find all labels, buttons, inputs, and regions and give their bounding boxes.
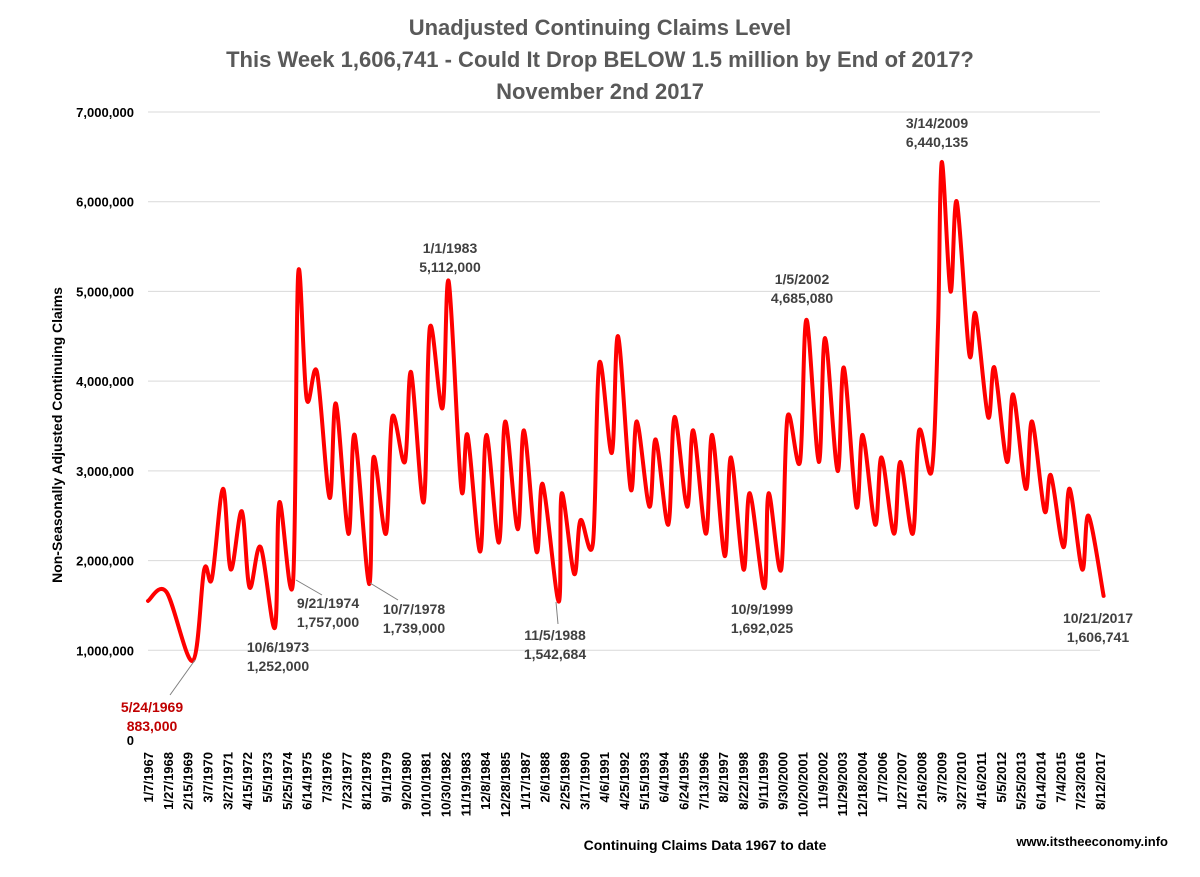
x-axis-tick-labels: 1/7/1967 1/27/1968 2/15/1969 3/7/1970 3/27/1… [141,751,1108,817]
x-tick-label: 6/24/1995 [677,752,692,810]
x-tick-label: 1/27/1968 [161,752,176,810]
x-tick-label: 7/23/1977 [339,752,354,810]
x-tick-label: 5/25/1974 [280,751,295,810]
y-tick-label: 6,000,000 [76,195,134,210]
x-tick-label: 1/7/2006 [875,752,890,803]
annotation-date-label: 10/21/2017 [1063,610,1133,626]
annotation-value-label: 5,112,000 [419,259,481,275]
x-tick-label: 7/13/1996 [696,752,711,810]
x-tick-label: 12/28/1985 [498,752,513,817]
annotation-value-label: 883,000 [127,718,178,734]
x-tick-label: 5/5/2012 [994,752,1009,803]
annotation-value-label: 1,542,684 [524,646,586,662]
annotation-value-label: 4,685,080 [771,290,833,306]
x-tick-label: 9/30/2000 [776,752,791,810]
annotation-leader-line [369,582,399,601]
annotation-leader-line [555,601,559,625]
x-tick-label: 9/1/1979 [379,752,394,803]
x-tick-label: 11/29/2003 [835,752,850,816]
annotation-value-label: 1,606,741 [1067,629,1129,645]
annotation-leader-line [295,579,323,596]
x-tick-label: 1/17/1987 [518,752,533,810]
x-tick-label: 9/11/1999 [756,752,771,809]
x-tick-label: 7/23/2016 [1073,752,1088,810]
x-tick-label: 8/12/1978 [359,752,374,810]
x-tick-label: 4/16/2011 [974,752,989,809]
chart-title-line-1: Unadjusted Continuing Claims Level [409,15,792,40]
x-tick-label: 3/7/1970 [201,752,216,803]
y-axis-tick-labels: 0 1,000,000 2,000,000 3,000,000 4,000,000 5,0… [76,105,134,748]
x-tick-label: 10/20/2001 [796,752,811,817]
annotation-date-label: 3/14/2009 [906,115,968,131]
x-tick-label: 5/25/2013 [1014,752,1029,810]
x-tick-label: 4/25/1992 [617,752,632,810]
annotation-date-label: 1/5/2002 [775,271,830,287]
annotation-date-label: 10/7/1978 [383,601,445,617]
x-tick-label: 2/25/1989 [558,752,573,810]
annotation-date-label: 11/5/1988 [524,627,586,643]
x-tick-label: 3/7/2009 [934,752,949,803]
x-tick-label: 3/17/1990 [577,752,592,810]
x-tick-label: 2/6/1988 [538,752,553,803]
x-axis-title: Continuing Claims Data 1967 to date [584,837,827,853]
x-tick-label: 3/27/1971 [220,752,235,810]
x-tick-label: 7/3/1976 [320,752,335,803]
annotation-date-label: 1/1/1983 [423,240,478,256]
chart-title-line-2: This Week 1,606,741 - Could It Drop BELO… [226,47,974,72]
y-axis-title: Non-Seasonally Adjusted Continuing Claim… [49,287,65,583]
annotation-value-label: 1,692,025 [731,620,793,636]
y-tick-label: 5,000,000 [76,284,134,299]
y-tick-label: 1,000,000 [76,643,134,658]
x-tick-label: 7/4/2015 [1053,752,1068,803]
x-tick-label: 5/5/1973 [260,752,275,803]
x-tick-label: 12/18/2004 [855,751,870,817]
x-tick-label: 1/27/2007 [895,752,910,810]
annotation-date-label: 9/21/1974 [297,595,359,611]
x-tick-label: 10/10/1981 [419,752,434,817]
x-tick-label: 11/9/2002 [815,752,830,809]
x-tick-label: 6/14/2014 [1034,751,1049,810]
annotation-group: 5/24/1969 883,000 10/6/1973 1,252,000 9/21/1… [121,115,1133,734]
y-tick-label: 7,000,000 [76,105,134,120]
y-tick-label: 0 [127,733,134,748]
x-tick-label: 3/27/2010 [954,752,969,810]
x-tick-label: 8/2/1997 [716,752,731,803]
x-tick-label: 11/19/1983 [458,752,473,816]
x-tick-label: 6/14/1975 [300,752,315,810]
annotation-date-label: 10/9/1999 [731,601,793,617]
x-tick-label: 8/12/2017 [1093,752,1108,810]
source-label: www.itstheeconomy.info [1015,834,1168,849]
x-tick-label: 4/6/1991 [597,752,612,803]
y-tick-label: 3,000,000 [76,464,134,479]
x-tick-label: 4/15/1972 [240,752,255,810]
annotation-value-label: 1,757,000 [297,614,359,630]
annotation-value-label: 1,739,000 [383,620,445,636]
annotation-value-label: 6,440,135 [906,134,968,150]
y-tick-label: 4,000,000 [76,374,134,389]
y-tick-label: 2,000,000 [76,554,134,569]
annotation-value-label: 1,252,000 [247,658,309,674]
x-tick-label: 6/4/1994 [657,751,672,802]
x-tick-label: 5/15/1993 [637,752,652,810]
x-tick-label: 2/16/2008 [915,752,930,810]
annotation-date-label: 10/6/1973 [247,639,309,655]
x-tick-label: 9/20/1980 [399,752,414,810]
series-line [146,160,1106,663]
x-tick-label: 12/8/1984 [478,751,493,810]
x-tick-label: 8/22/1998 [736,752,751,810]
annotation-date-label: 5/24/1969 [121,699,183,715]
chart-title-line-3: November 2nd 2017 [496,79,704,104]
series-group [146,160,1106,663]
x-tick-label: 10/30/1982 [439,752,454,817]
annotation-leader-line [169,659,196,696]
x-tick-label: 1/7/1967 [141,752,156,803]
chart-title-group: Unadjusted Continuing Claims Level This … [226,15,974,104]
x-tick-label: 2/15/1969 [181,752,196,810]
